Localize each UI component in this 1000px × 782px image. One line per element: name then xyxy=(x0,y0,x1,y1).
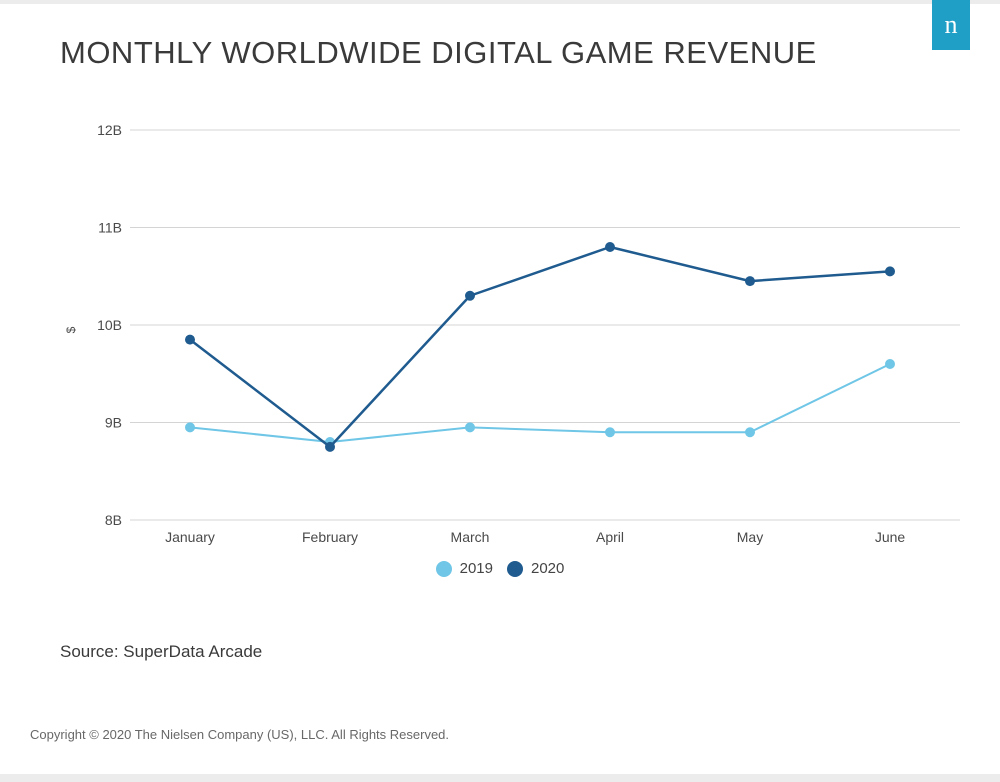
y-tick-label: 10B xyxy=(97,317,122,333)
series-marker-2020 xyxy=(185,335,195,345)
x-tick-label: May xyxy=(737,529,763,545)
legend-item-2020: 2020 xyxy=(507,560,564,577)
series-marker-2019 xyxy=(185,422,195,432)
source-text: Source: SuperData Arcade xyxy=(60,642,262,662)
y-tick-label: 11B xyxy=(98,220,122,236)
series-marker-2019 xyxy=(745,427,755,437)
y-tick-label: 9B xyxy=(105,415,122,431)
series-line-2020 xyxy=(190,247,890,447)
legend-dot-icon xyxy=(507,561,523,577)
series-marker-2020 xyxy=(465,291,475,301)
revenue-chart: 8B 9B 10B 11B 12B $ January February March April M… xyxy=(60,120,960,590)
brand-logo-glyph: n xyxy=(945,10,958,40)
x-tick-label: March xyxy=(451,529,490,545)
y-tick-label: 12B xyxy=(97,122,122,138)
y-tick-label: 8B xyxy=(105,512,122,528)
x-tick-label: April xyxy=(596,529,624,545)
x-tick-label: June xyxy=(875,529,906,545)
legend-dot-icon xyxy=(436,561,452,577)
legend-item-2019: 2019 xyxy=(436,560,493,577)
chart-svg: 8B 9B 10B 11B 12B $ January February March April M… xyxy=(60,120,960,560)
chart-legend: 2019 2020 xyxy=(0,560,1000,577)
x-tick-label: February xyxy=(302,529,358,545)
legend-label: 2019 xyxy=(460,560,493,577)
legend-label: 2020 xyxy=(531,560,564,577)
series-marker-2019 xyxy=(605,427,615,437)
page-title: MONTHLY WORLDWIDE DIGITAL GAME REVENUE xyxy=(60,35,817,71)
series-marker-2019 xyxy=(465,422,475,432)
brand-logo: n xyxy=(932,0,970,50)
series-line-2019 xyxy=(190,364,890,442)
page: n MONTHLY WORLDWIDE DIGITAL GAME REVENUE… xyxy=(0,0,1000,782)
bottom-strip xyxy=(0,774,1000,782)
series-marker-2020 xyxy=(325,442,335,452)
series-marker-2020 xyxy=(745,276,755,286)
x-tick-label: January xyxy=(165,529,215,545)
series-marker-2020 xyxy=(605,242,615,252)
series-marker-2020 xyxy=(885,266,895,276)
top-strip xyxy=(0,0,1000,4)
series-marker-2019 xyxy=(885,359,895,369)
copyright-text: Copyright © 2020 The Nielsen Company (US… xyxy=(30,727,449,742)
y-axis-label: $ xyxy=(64,326,78,333)
